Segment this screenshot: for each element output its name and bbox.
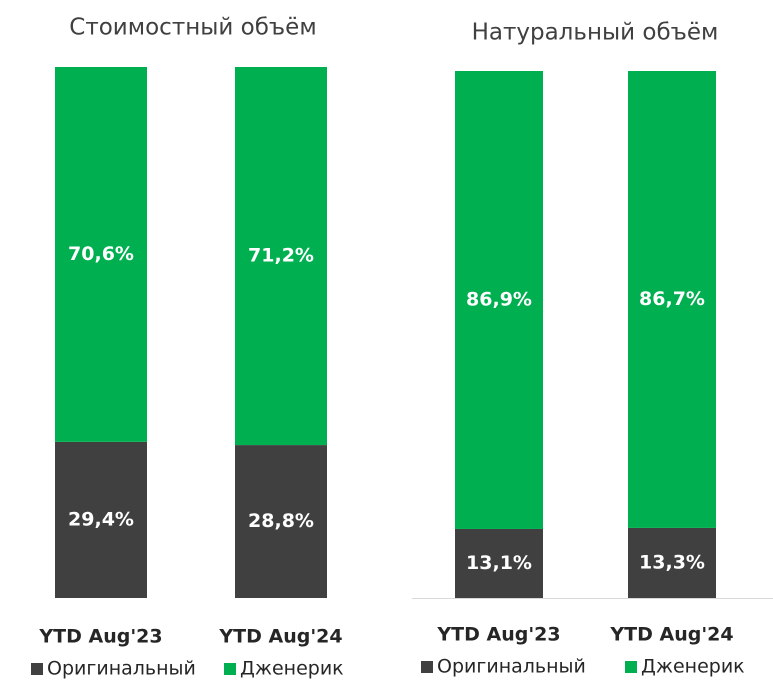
- data-label: 29,4%: [68, 508, 134, 530]
- legend-swatch: [625, 661, 637, 673]
- x-tick-label: YTD Aug'24: [609, 624, 733, 646]
- bar-segment: [628, 71, 716, 528]
- bar-segment: [628, 527, 716, 598]
- legend-label: Оригинальный: [47, 658, 196, 680]
- data-label: 86,7%: [639, 288, 705, 310]
- data-label: 71,2%: [248, 245, 314, 267]
- bar-segment: [235, 445, 327, 598]
- legend-label: Дженерик: [641, 656, 745, 678]
- x-tick-label: YTD Aug'23: [436, 624, 560, 646]
- bar-segment: [55, 67, 147, 442]
- legend-swatch: [224, 663, 236, 675]
- bar-segment: [235, 67, 327, 446]
- bar-segment: [55, 441, 147, 598]
- legend-label: Оригинальный: [437, 656, 586, 678]
- data-label: 86,9%: [466, 288, 532, 310]
- chart-title: Натуральный объём: [472, 20, 719, 46]
- legend-label: Дженерик: [240, 658, 344, 680]
- bar-segment: [455, 71, 543, 529]
- legend-swatch: [31, 663, 43, 675]
- data-label: 28,8%: [248, 510, 314, 532]
- x-tick-label: YTD Aug'24: [218, 626, 342, 648]
- data-label: 13,3%: [639, 551, 705, 573]
- data-label: 70,6%: [68, 243, 134, 265]
- bar-segment: [455, 528, 543, 598]
- x-tick-label: YTD Aug'23: [38, 626, 162, 648]
- data-label: 13,1%: [466, 552, 532, 574]
- legend-swatch: [421, 661, 433, 673]
- chart-title: Стоимостный объём: [69, 15, 316, 41]
